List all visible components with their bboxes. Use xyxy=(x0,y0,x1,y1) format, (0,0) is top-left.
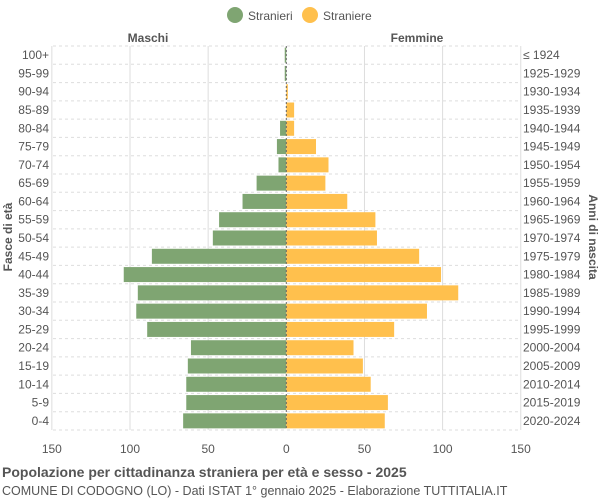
bar-male-20-24 xyxy=(190,340,287,356)
legend-label-straniere: Straniere xyxy=(323,9,372,23)
population-pyramid-chart: 100+ ≤ 1924 95-99 1925-1929 90-94 1930-1934 85… xyxy=(1,7,600,456)
x-tick-label: 150 xyxy=(42,442,62,456)
bar-female-60-64 xyxy=(286,193,348,209)
age-label: 45-49 xyxy=(18,249,49,263)
x-tick-label: 150 xyxy=(511,442,531,456)
age-label: 75-79 xyxy=(18,140,49,154)
age-label: 90-94 xyxy=(18,85,49,99)
birth-year-label: 2005-2009 xyxy=(523,359,581,373)
birth-year-label: 1970-1974 xyxy=(523,231,581,245)
bar-male-0-4 xyxy=(183,413,287,429)
x-tick-label: 50 xyxy=(201,442,215,456)
bar-female-50-54 xyxy=(286,230,377,246)
age-label: 55-59 xyxy=(18,213,49,227)
bar-female-80-84 xyxy=(286,120,295,136)
bar-female-45-49 xyxy=(286,248,420,264)
bar-female-40-44 xyxy=(286,267,442,283)
birth-year-label: 1950-1954 xyxy=(523,158,581,172)
age-label: 80-84 xyxy=(18,121,49,135)
bar-male-10-14 xyxy=(186,376,287,392)
birth-year-label: 1945-1949 xyxy=(523,140,581,154)
y-axis-label-left: Fasce di età xyxy=(1,202,15,271)
birth-year-label: 1965-1969 xyxy=(523,213,581,227)
age-label: 100+ xyxy=(22,48,49,62)
birth-year-label: 1925-1929 xyxy=(523,66,581,80)
age-label: 20-24 xyxy=(18,341,49,355)
bar-female-85-89 xyxy=(286,102,295,118)
bar-female-30-34 xyxy=(286,303,427,319)
bar-male-40-44 xyxy=(123,267,287,283)
bar-male-100+ xyxy=(284,47,287,63)
bar-female-15-19 xyxy=(286,358,363,374)
age-label: 60-64 xyxy=(18,194,49,208)
bar-male-35-39 xyxy=(137,285,287,301)
bar-male-75-79 xyxy=(276,139,287,155)
legend-marker-stranieri xyxy=(227,7,243,23)
age-label: 0-4 xyxy=(32,414,50,428)
x-tick-label: 100 xyxy=(433,442,453,456)
bar-male-45-49 xyxy=(151,248,287,264)
birth-year-label: 2000-2004 xyxy=(523,341,581,355)
age-label: 15-19 xyxy=(18,359,49,373)
x-tick-label: 50 xyxy=(358,442,372,456)
bar-male-60-64 xyxy=(242,193,287,209)
chart-title: Popolazione per cittadinanza straniera p… xyxy=(2,464,407,480)
bar-female-35-39 xyxy=(286,285,459,301)
bar-male-5-9 xyxy=(186,395,287,411)
x-tick-label: 0 xyxy=(283,442,290,456)
birth-year-label: 2020-2024 xyxy=(523,414,581,428)
bar-female-65-69 xyxy=(286,175,326,191)
bar-female-90-94 xyxy=(286,84,288,100)
age-label: 10-14 xyxy=(18,377,49,391)
bar-male-30-34 xyxy=(136,303,287,319)
bar-female-20-24 xyxy=(286,340,354,356)
age-label: 95-99 xyxy=(18,66,49,80)
x-tick-label: 100 xyxy=(120,442,140,456)
age-label: 65-69 xyxy=(18,176,49,190)
birth-year-label: 1940-1944 xyxy=(523,121,581,135)
legend-marker-straniere xyxy=(302,7,318,23)
age-label: 5-9 xyxy=(32,396,50,410)
birth-year-label: 1935-1939 xyxy=(523,103,581,117)
bar-female-55-59 xyxy=(286,212,376,228)
birth-year-label: 1990-1994 xyxy=(523,304,581,318)
age-label: 40-44 xyxy=(18,268,49,282)
age-label: 25-29 xyxy=(18,322,49,336)
bar-male-65-69 xyxy=(256,175,287,191)
bar-male-25-29 xyxy=(147,321,287,337)
bar-female-75-79 xyxy=(286,139,316,155)
birth-year-label: 2015-2019 xyxy=(523,396,581,410)
bar-female-0-4 xyxy=(286,413,385,429)
birth-year-label: 1960-1964 xyxy=(523,194,581,208)
bar-male-15-19 xyxy=(187,358,287,374)
age-label: 50-54 xyxy=(18,231,49,245)
birth-year-label: 2010-2014 xyxy=(523,377,581,391)
bar-female-70-74 xyxy=(286,157,329,173)
birth-year-label: 1985-1989 xyxy=(523,286,581,300)
bar-male-95-99 xyxy=(284,65,287,81)
female-header: Femmine xyxy=(391,31,444,45)
birth-year-label: ≤ 1924 xyxy=(523,48,560,62)
y-axis-label-right: Anni di nascita xyxy=(586,194,600,280)
birth-year-label: 1955-1959 xyxy=(523,176,581,190)
age-label: 30-34 xyxy=(18,304,49,318)
birth-year-label: 1975-1979 xyxy=(523,249,581,263)
bar-male-50-54 xyxy=(212,230,287,246)
bar-male-55-59 xyxy=(219,212,287,228)
male-header: Maschi xyxy=(128,31,169,45)
bar-male-80-84 xyxy=(280,120,287,136)
age-label: 35-39 xyxy=(18,286,49,300)
birth-year-label: 1930-1934 xyxy=(523,85,581,99)
bar-female-25-29 xyxy=(286,321,395,337)
legend-label-stranieri: Stranieri xyxy=(248,9,293,23)
bar-female-5-9 xyxy=(286,395,388,411)
bar-male-70-74 xyxy=(278,157,287,173)
bar-female-10-14 xyxy=(286,376,371,392)
birth-year-label: 1980-1984 xyxy=(523,268,581,282)
age-label: 85-89 xyxy=(18,103,49,117)
age-label: 70-74 xyxy=(18,158,49,172)
chart-subtitle: COMUNE DI CODOGNO (LO) - Dati ISTAT 1° g… xyxy=(2,484,508,498)
birth-year-label: 1995-1999 xyxy=(523,322,581,336)
